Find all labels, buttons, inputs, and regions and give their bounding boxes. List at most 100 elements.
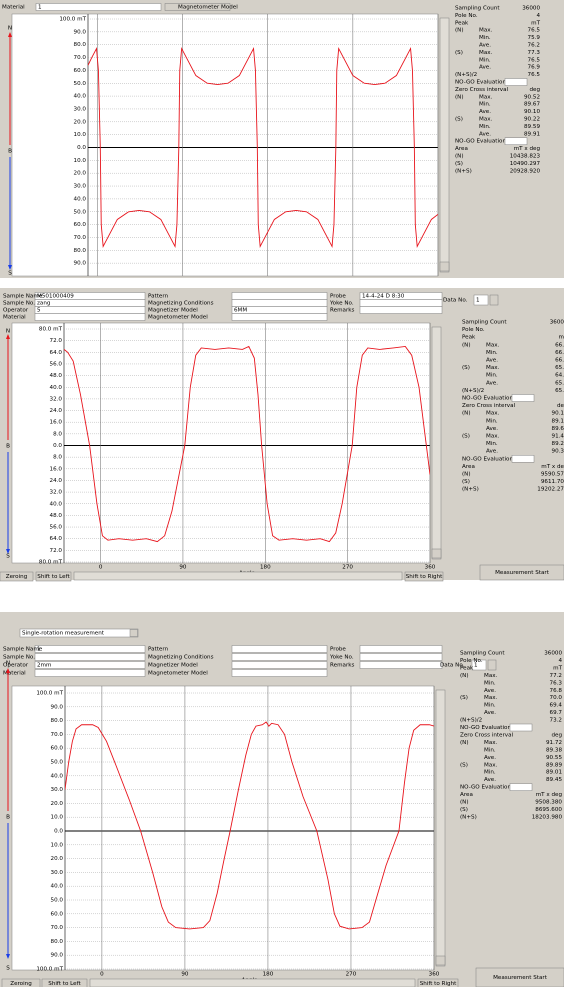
south-arrowhead (6, 549, 10, 554)
dropdown-arrow[interactable] (129, 629, 138, 637)
x-tick-label: 360 (429, 972, 440, 978)
field-box[interactable] (231, 645, 328, 653)
stat-value: 76.8 (550, 688, 563, 694)
y-tick-label: 30.0 (51, 870, 64, 876)
field-box[interactable] (231, 653, 328, 661)
y-tick-label: 32.0 (50, 396, 63, 402)
stat-value: 9508.380 (535, 800, 562, 806)
scroll-button[interactable] (439, 261, 450, 272)
stat-value: deg (551, 732, 562, 738)
button[interactable] (479, 564, 564, 581)
stat-group: (N) (460, 740, 469, 746)
field-box[interactable] (359, 661, 443, 669)
scroll-button[interactable] (435, 955, 446, 966)
stat-value: 4 (536, 13, 540, 19)
v-scrollbar[interactable] (439, 17, 450, 273)
field-label: Material (3, 671, 26, 677)
field-box[interactable] (34, 661, 146, 669)
pole-north: N (6, 329, 10, 335)
h-scrollbar[interactable] (89, 978, 416, 987)
field-box[interactable] (231, 292, 328, 300)
field-box[interactable] (359, 645, 443, 653)
field-box[interactable] (34, 653, 146, 661)
stat-item: Ave. (484, 777, 496, 783)
field-box[interactable] (34, 306, 146, 314)
field-box[interactable] (34, 313, 146, 321)
stat-item: Max. (484, 695, 498, 701)
data-no-box[interactable] (471, 659, 487, 671)
stat-value: 8695.600 (535, 807, 562, 813)
button[interactable] (417, 978, 459, 987)
scroll-button[interactable] (431, 548, 442, 559)
stat-value: 10490.297 (510, 161, 541, 167)
field-label: Yoke No. (329, 301, 354, 307)
button[interactable] (475, 967, 564, 987)
stat-item: Min. (486, 441, 498, 447)
stat-value: 76.5 (528, 28, 541, 34)
button[interactable] (35, 571, 72, 582)
field-box[interactable] (359, 653, 443, 661)
field-box[interactable] (35, 3, 162, 11)
waveform (88, 46, 438, 249)
stat-group: (N+S) (455, 168, 472, 174)
field-box[interactable] (359, 299, 443, 307)
y-tick-label: 10.0 (51, 815, 64, 821)
field-box[interactable] (231, 299, 328, 307)
button[interactable] (404, 571, 444, 582)
pole-middle: B (8, 149, 12, 155)
stat-value: 89.91 (524, 131, 540, 137)
y-tick-label: 40.0 (74, 94, 87, 100)
spinner[interactable] (489, 294, 499, 306)
mode-dropdown[interactable] (19, 628, 139, 638)
field-label: Pattern (148, 647, 169, 653)
stat-label: Pole No. (455, 13, 478, 19)
v-scrollbar[interactable] (431, 326, 442, 560)
field-box[interactable] (359, 306, 443, 314)
field-label: Magnetizer Model (148, 663, 198, 669)
field-label: Yoke No. (329, 655, 354, 661)
h-scrollbar[interactable] (73, 571, 403, 581)
button[interactable] (0, 571, 34, 582)
stat-group: (N) (455, 154, 464, 160)
stat-label: Peak (455, 20, 469, 26)
field-box[interactable] (34, 669, 146, 677)
stat-item: Max. (486, 365, 500, 371)
stat-label: NO-GO Evaluation (455, 80, 506, 86)
stat-value: 90.10 (524, 109, 540, 115)
stat-group: (S) (462, 365, 470, 371)
stat-value: 90.52 (524, 94, 540, 100)
y-tick-label: 48.0 (50, 373, 63, 379)
chart-area (11, 322, 431, 564)
stat-item: Ave. (486, 358, 498, 364)
y-tick-label: 90.0 (74, 29, 87, 35)
field-box[interactable] (164, 3, 231, 11)
field-box[interactable] (231, 661, 328, 669)
data-no-box[interactable] (473, 294, 489, 306)
stat-value: 89.67 (524, 102, 540, 108)
y-tick-label: 80.0 (74, 248, 87, 254)
stat-value: 20928.920 (510, 168, 541, 174)
stat-label: Pole No. (460, 658, 483, 664)
y-tick-label: 70.0 (51, 925, 64, 931)
y-tick-label: 56.0 (50, 525, 63, 531)
field-box[interactable] (34, 645, 146, 653)
field-box[interactable] (231, 669, 328, 677)
button[interactable] (1, 978, 41, 987)
stat-label: Area (455, 146, 468, 152)
spinner[interactable] (487, 659, 497, 671)
field-label: Material (3, 315, 26, 321)
field-box[interactable] (34, 299, 146, 307)
south-arrowhead (8, 265, 12, 270)
stat-value: 76.5 (528, 72, 541, 78)
y-tick-label: 100.0 mT (59, 17, 86, 23)
stat-value: de (557, 403, 564, 409)
button-label: Shift to Right (420, 981, 457, 987)
button[interactable] (41, 978, 88, 987)
stat-value: 89.6 (552, 426, 564, 432)
field-box[interactable] (231, 313, 328, 321)
y-tick-label: 100.0 mT (36, 967, 63, 973)
y-tick-label: 72.0 (50, 548, 63, 554)
field-label: Sample No. (3, 301, 35, 307)
v-scrollbar[interactable] (435, 689, 446, 967)
